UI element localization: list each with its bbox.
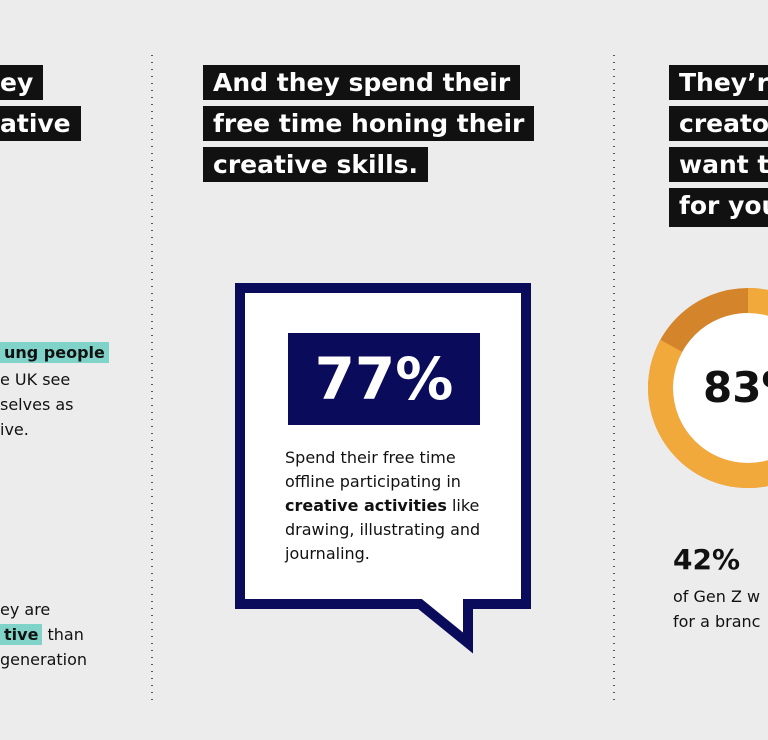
bold-text: creative activities — [285, 496, 447, 515]
highlight-text: tive — [0, 624, 43, 645]
heading-line: They’re — [669, 65, 768, 100]
highlight-text: ung people — [0, 342, 109, 363]
stat-value: 42% — [673, 543, 741, 576]
heading-line: want t — [669, 147, 768, 182]
heading-line: creative skills. — [203, 147, 429, 182]
paragraph: Spend their free time offline participat… — [285, 446, 485, 566]
text: for a branc — [673, 612, 761, 631]
text: than — [47, 625, 84, 644]
heading-line: for you — [669, 188, 768, 227]
heading-line: free time honing their — [203, 106, 535, 141]
text: like drawing, illustrating and journalin… — [285, 496, 481, 563]
stat-box — [288, 333, 480, 425]
donut-hole — [673, 313, 768, 463]
stat-value: 77% — [314, 345, 454, 413]
heading-line: ey — [0, 65, 44, 100]
text: ey are — [0, 600, 51, 619]
text: tive than — [0, 624, 84, 645]
text: of Gen Z w — [673, 587, 761, 606]
text: ive. — [0, 420, 29, 439]
text: e UK see — [0, 370, 71, 389]
heading-line: And they spend their — [203, 65, 521, 100]
heading-line: creato — [669, 106, 768, 141]
text: selves as — [0, 395, 74, 414]
text: Spend their free time offline participat… — [285, 448, 461, 491]
text: generation — [0, 650, 88, 669]
highlight: ung people — [0, 342, 109, 363]
donut-label: 83% — [703, 363, 768, 412]
donut-arc — [648, 288, 768, 488]
donut — [648, 288, 768, 488]
heading-line: ative — [0, 106, 81, 141]
